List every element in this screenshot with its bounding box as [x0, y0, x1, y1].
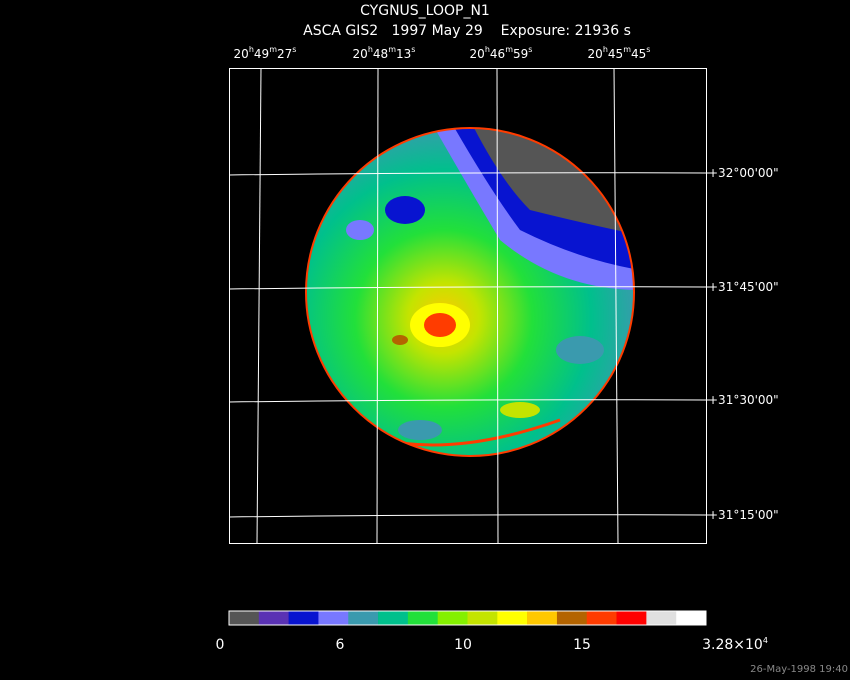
colorbar-swatch [258, 611, 289, 625]
colorbar-swatch [378, 611, 409, 625]
colorbar-label: 15 [573, 637, 591, 653]
ra-label: 20h48m13s [353, 45, 416, 61]
colorbar-swatch [676, 611, 707, 625]
label-part: h [368, 45, 373, 54]
colorbar-label: 10 [454, 637, 472, 653]
colorbar-frame [228, 610, 707, 626]
label-part: 20 [470, 47, 485, 61]
ra-grid-line [613, 67, 619, 544]
label-part: s [528, 45, 532, 54]
label-part: m [269, 45, 277, 54]
label-part: 45 [608, 47, 623, 61]
colorbar: 0 6 10 15 3.28×104 [216, 610, 768, 653]
colorbar-swatch [586, 611, 617, 625]
ra-label: 20h46m59s [470, 45, 533, 61]
colorbar-swatch [437, 611, 468, 625]
labels: 20h49m27s 20h48m13s 20h46m59s 20h45m45s+32°… [234, 45, 779, 522]
timestamp: 26-May-1998 19:40 [750, 664, 848, 675]
colorbar-swatch [497, 611, 528, 625]
colorbar-swatch [288, 611, 319, 625]
label-part: s [292, 45, 296, 54]
ra-label: 20h45m45s [588, 45, 651, 61]
ra-grid-line [496, 67, 499, 544]
label-part: 27 [277, 47, 292, 61]
colorbar-label: 6 [336, 637, 345, 653]
colorbar-swatch [229, 611, 260, 625]
ra-grid-line [376, 67, 379, 544]
dec-grid-line [228, 514, 707, 518]
label-part: 3.28×10 [702, 637, 763, 653]
colorbar-swatch [467, 611, 498, 625]
label-part: s [646, 45, 650, 54]
label-part: m [505, 45, 513, 54]
colorbar-label: 3.28×104 [702, 636, 768, 653]
label-part: m [388, 45, 396, 54]
colorbar-swatch [556, 611, 588, 625]
colorbar-swatch [318, 611, 349, 625]
label-part: 59 [513, 47, 528, 61]
ra-grid-line [256, 67, 262, 544]
label-part: 6 [336, 637, 345, 653]
label-part: 49 [254, 47, 269, 61]
title: CYGNUS_LOOP_N1 [360, 3, 490, 19]
label-part: h [603, 45, 608, 54]
label-part: 15 [573, 637, 591, 653]
subtitle: ASCA GIS2 1997 May 29 Exposure: 21936 s [303, 23, 631, 39]
colorbar-swatch [527, 611, 558, 625]
label-part: 45 [631, 47, 646, 61]
ra-label: 20h49m27s [234, 45, 297, 61]
dec-label: +31°45'00" [708, 280, 779, 294]
label-part: 4 [763, 636, 768, 645]
label-part: 20 [588, 47, 603, 61]
dec-label: +32°00'00" [708, 166, 779, 180]
label-part: 46 [490, 47, 505, 61]
colorbar-label: 0 [216, 637, 225, 653]
colorbar-swatch [646, 611, 677, 625]
dec-grid-line [228, 399, 707, 403]
image-edge [305, 127, 635, 457]
label-part: 0 [216, 637, 225, 653]
label-part: s [411, 45, 415, 54]
label-part: h [485, 45, 490, 54]
label-part: h [249, 45, 254, 54]
label-part: m [623, 45, 631, 54]
colorbar-swatch [616, 611, 647, 625]
dec-grid-line [228, 172, 707, 176]
colorbar-swatch [348, 611, 379, 625]
coordinate-grid [228, 67, 707, 544]
label-part: 48 [373, 47, 388, 61]
dec-label: +31°30'00" [708, 393, 779, 407]
label-part: 20 [234, 47, 249, 61]
label-part: 10 [454, 637, 472, 653]
dec-label: +31°15'00" [708, 508, 779, 522]
label-part: 13 [396, 47, 411, 61]
dec-grid-line [228, 286, 707, 290]
label-part: 20 [353, 47, 368, 61]
colorbar-swatch [407, 611, 438, 625]
